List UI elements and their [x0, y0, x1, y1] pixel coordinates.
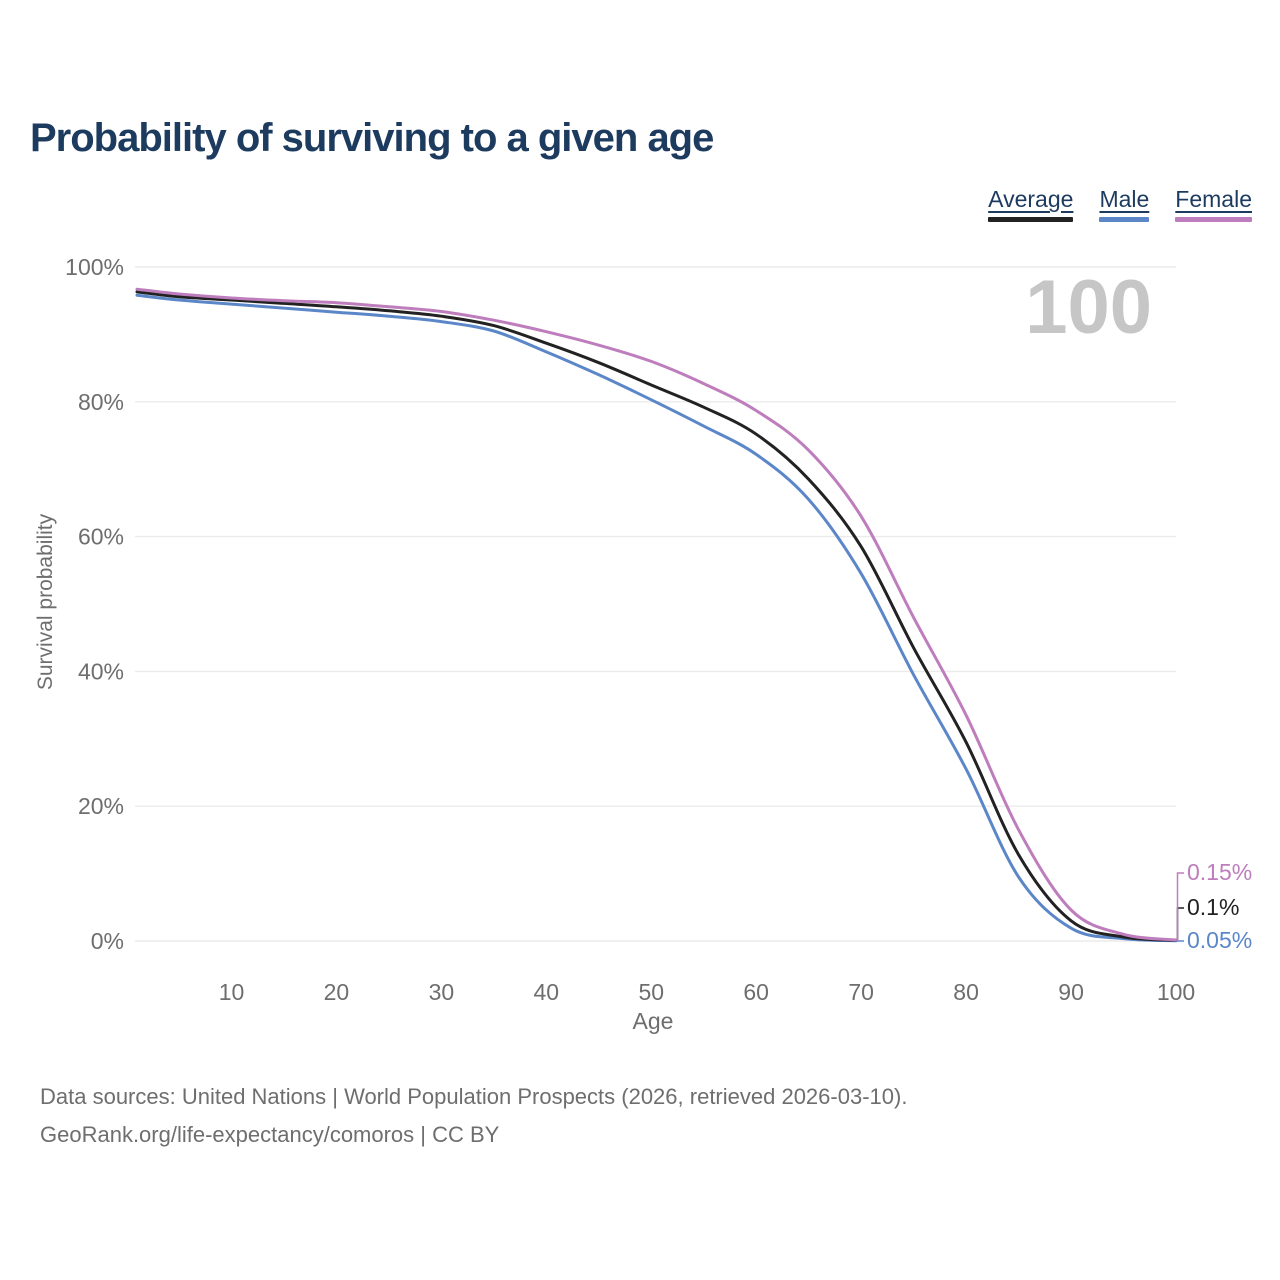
legend-swatch-female — [1175, 217, 1252, 222]
footer-line-2: GeoRank.org/life-expectancy/comoros | CC… — [40, 1122, 500, 1147]
x-tick-60: 60 — [743, 979, 769, 1005]
legend-item-female[interactable]: Female — [1175, 186, 1252, 222]
x-tick-70: 70 — [848, 979, 874, 1005]
end-label-average: 0.1% — [1187, 894, 1240, 920]
legend-swatch-male — [1099, 217, 1150, 222]
legend-label-male: Male — [1099, 186, 1150, 212]
series-line-average — [135, 290, 1178, 942]
legend: Average Male Female — [988, 186, 1252, 222]
legend-label-female: Female — [1175, 186, 1252, 212]
age-watermark: 100 — [1025, 265, 1152, 350]
end-label-male: 0.05% — [1187, 927, 1253, 953]
series-line-female — [135, 287, 1178, 942]
series-line-male — [135, 293, 1178, 943]
legend-item-male[interactable]: Male — [1099, 186, 1150, 222]
x-tick-10: 10 — [219, 979, 245, 1005]
x-tick-40: 40 — [534, 979, 560, 1005]
x-tick-30: 30 — [429, 979, 455, 1005]
x-tick-50: 50 — [639, 979, 665, 1005]
x-tick-80: 80 — [953, 979, 979, 1005]
legend-swatch-average — [988, 217, 1074, 222]
end-label-female: 0.15% — [1187, 859, 1253, 885]
legend-label-average: Average — [988, 186, 1074, 212]
y-tick-40%: 40% — [78, 658, 124, 684]
x-tick-100: 100 — [1157, 979, 1195, 1005]
page-title: Probability of surviving to a given age — [30, 116, 714, 160]
x-tick-90: 90 — [1058, 979, 1084, 1005]
survival-chart-plot[interactable]: 0% 20% 40% 60% 80% 100% 10 20 30 40 50 60 70 80 90 100 — [0, 0, 1280, 1060]
x-tick-20: 20 — [324, 979, 350, 1005]
footer: Data sources: United Nations | World Pop… — [40, 1078, 907, 1154]
y-axis-title: Survival probability — [34, 513, 57, 691]
x-axis-title: Age — [632, 1008, 674, 1034]
y-tick-0%: 0% — [91, 928, 124, 954]
end-connector-female — [1176, 872, 1184, 941]
y-tick-20%: 20% — [78, 793, 124, 819]
y-tick-80%: 80% — [78, 389, 124, 415]
y-tick-60%: 60% — [78, 524, 124, 550]
footer-line-1: Data sources: United Nations | World Pop… — [40, 1084, 908, 1109]
y-tick-100%: 100% — [65, 254, 124, 280]
legend-item-average[interactable]: Average — [988, 186, 1074, 222]
